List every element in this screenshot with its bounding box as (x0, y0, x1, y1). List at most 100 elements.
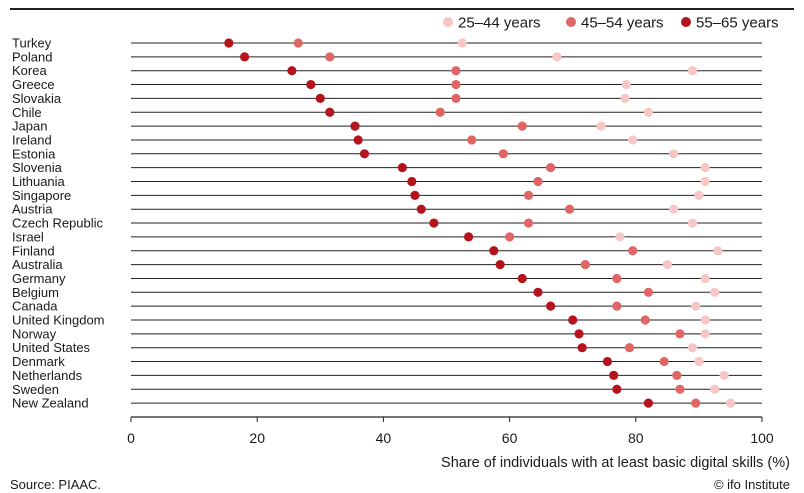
data-point-series-3 (489, 246, 499, 256)
data-point-series-3 (533, 287, 543, 297)
x-tick-label: 60 (502, 430, 518, 446)
data-point-series-2 (659, 356, 669, 367)
data-point-series-3 (643, 398, 654, 408)
data-point-series-3 (416, 204, 426, 214)
legend-marker (566, 17, 576, 27)
data-point-series-2 (628, 246, 638, 256)
data-point-series-2 (293, 38, 303, 48)
data-point-series-1 (643, 107, 654, 117)
data-point-series-2 (612, 273, 622, 284)
data-point-series-3 (325, 107, 335, 117)
data-point-series-1 (628, 135, 638, 145)
data-point-series-1 (710, 384, 720, 394)
data-point-series-3 (224, 38, 234, 48)
category-label: Estonia (12, 146, 56, 161)
category-label: Canada (12, 299, 58, 314)
data-point-series-3 (306, 79, 316, 90)
data-point-series-3 (602, 356, 613, 367)
data-point-series-2 (564, 204, 575, 214)
category-label: Turkey (12, 36, 52, 51)
data-point-series-1 (669, 204, 679, 214)
category-label: Greece (12, 77, 55, 92)
x-tick-label: 80 (628, 430, 644, 446)
category-label: Korea (12, 63, 47, 78)
data-point-series-3 (495, 260, 505, 270)
data-point-series-3 (577, 343, 587, 353)
data-point-series-1 (687, 343, 698, 353)
category-label: Israel (12, 229, 44, 244)
legend-label: 45–54 years (581, 15, 664, 32)
data-point-series-2 (498, 149, 508, 159)
x-axis-title: Share of individuals with at least basic… (441, 455, 790, 471)
category-label: Germany (12, 271, 66, 286)
data-point-series-1 (700, 273, 710, 284)
data-point-series-2 (675, 384, 685, 394)
data-point-series-1 (552, 52, 562, 62)
data-point-series-3 (609, 370, 619, 380)
x-tick-label: 20 (249, 430, 265, 446)
category-label: United Kingdom (12, 313, 105, 328)
category-label: United States (12, 340, 91, 355)
data-point-series-1 (694, 356, 704, 367)
data-point-series-1 (710, 287, 720, 297)
data-point-series-1 (457, 38, 467, 48)
data-point-series-2 (546, 163, 556, 173)
data-point-series-1 (596, 121, 606, 131)
category-label: Belgium (12, 285, 59, 300)
data-point-series-2 (643, 287, 654, 297)
data-point-series-1 (713, 246, 723, 256)
data-point-series-2 (523, 218, 534, 228)
data-point-series-3 (287, 66, 297, 76)
data-point-series-2 (533, 176, 543, 187)
data-point-series-3 (463, 232, 474, 242)
data-point-series-1 (621, 79, 631, 90)
data-point-series-1 (700, 163, 710, 173)
data-point-series-2 (691, 398, 701, 408)
x-tick-label: 0 (127, 430, 135, 446)
data-point-series-2 (451, 66, 461, 76)
category-label: Slovenia (12, 160, 63, 175)
data-point-series-1 (687, 218, 698, 228)
category-label: Ireland (12, 132, 52, 147)
data-point-series-3 (353, 135, 363, 145)
data-point-series-1 (719, 370, 729, 380)
category-label: New Zealand (12, 396, 89, 411)
source-note: Source: PIAAC. (10, 477, 102, 492)
data-point-series-3 (568, 315, 578, 325)
category-label: Poland (12, 49, 52, 64)
data-point-series-3 (359, 149, 370, 159)
data-point-series-2 (451, 93, 461, 103)
category-label: Chile (12, 105, 42, 120)
data-point-series-1 (700, 176, 710, 187)
legend-label: 55–65 years (696, 15, 779, 32)
top-rule (10, 8, 794, 10)
category-label: Norway (12, 326, 57, 341)
data-point-series-3 (517, 273, 527, 284)
category-label: Lithuania (12, 174, 66, 189)
category-label: Finland (12, 243, 55, 258)
x-tick-label: 100 (750, 430, 774, 446)
data-point-series-1 (691, 301, 701, 311)
data-point-series-3 (315, 93, 325, 103)
category-label: Czech Republic (12, 216, 104, 231)
data-point-series-3 (429, 218, 439, 228)
data-point-series-1 (725, 398, 736, 408)
data-point-series-3 (239, 52, 250, 62)
data-point-series-3 (410, 190, 420, 200)
category-label: Japan (12, 119, 47, 134)
data-point-series-2 (624, 343, 635, 353)
data-point-series-2 (467, 135, 477, 145)
data-point-series-2 (672, 370, 682, 380)
data-point-series-3 (397, 163, 407, 173)
data-point-series-2 (523, 190, 534, 200)
data-point-series-3 (546, 301, 556, 311)
data-point-series-1 (700, 315, 710, 325)
category-label: Slovakia (12, 91, 62, 106)
data-point-series-3 (407, 176, 417, 187)
data-point-series-1 (620, 93, 630, 103)
data-point-series-3 (612, 384, 622, 394)
data-point-series-1 (694, 190, 704, 200)
category-label: Singapore (12, 188, 71, 203)
data-point-series-3 (574, 329, 584, 339)
